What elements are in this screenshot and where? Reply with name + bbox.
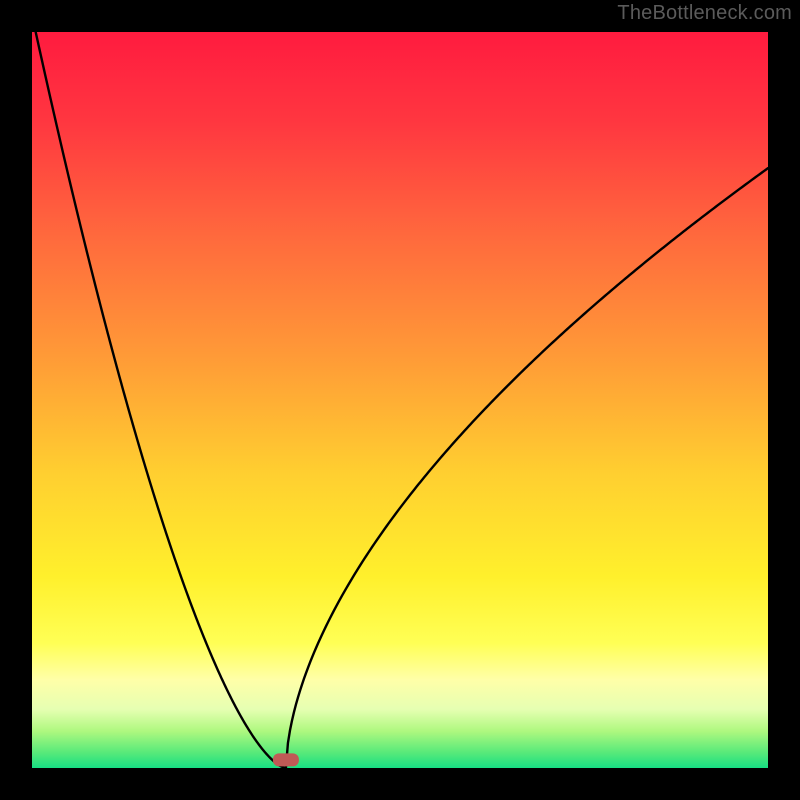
watermark-text: TheBottleneck.com	[617, 2, 792, 25]
chart-container: TheBottleneck.com	[0, 0, 800, 800]
optimal-point-marker	[273, 753, 299, 766]
gradient-plot-area	[32, 32, 768, 768]
bottleneck-chart	[0, 0, 800, 800]
